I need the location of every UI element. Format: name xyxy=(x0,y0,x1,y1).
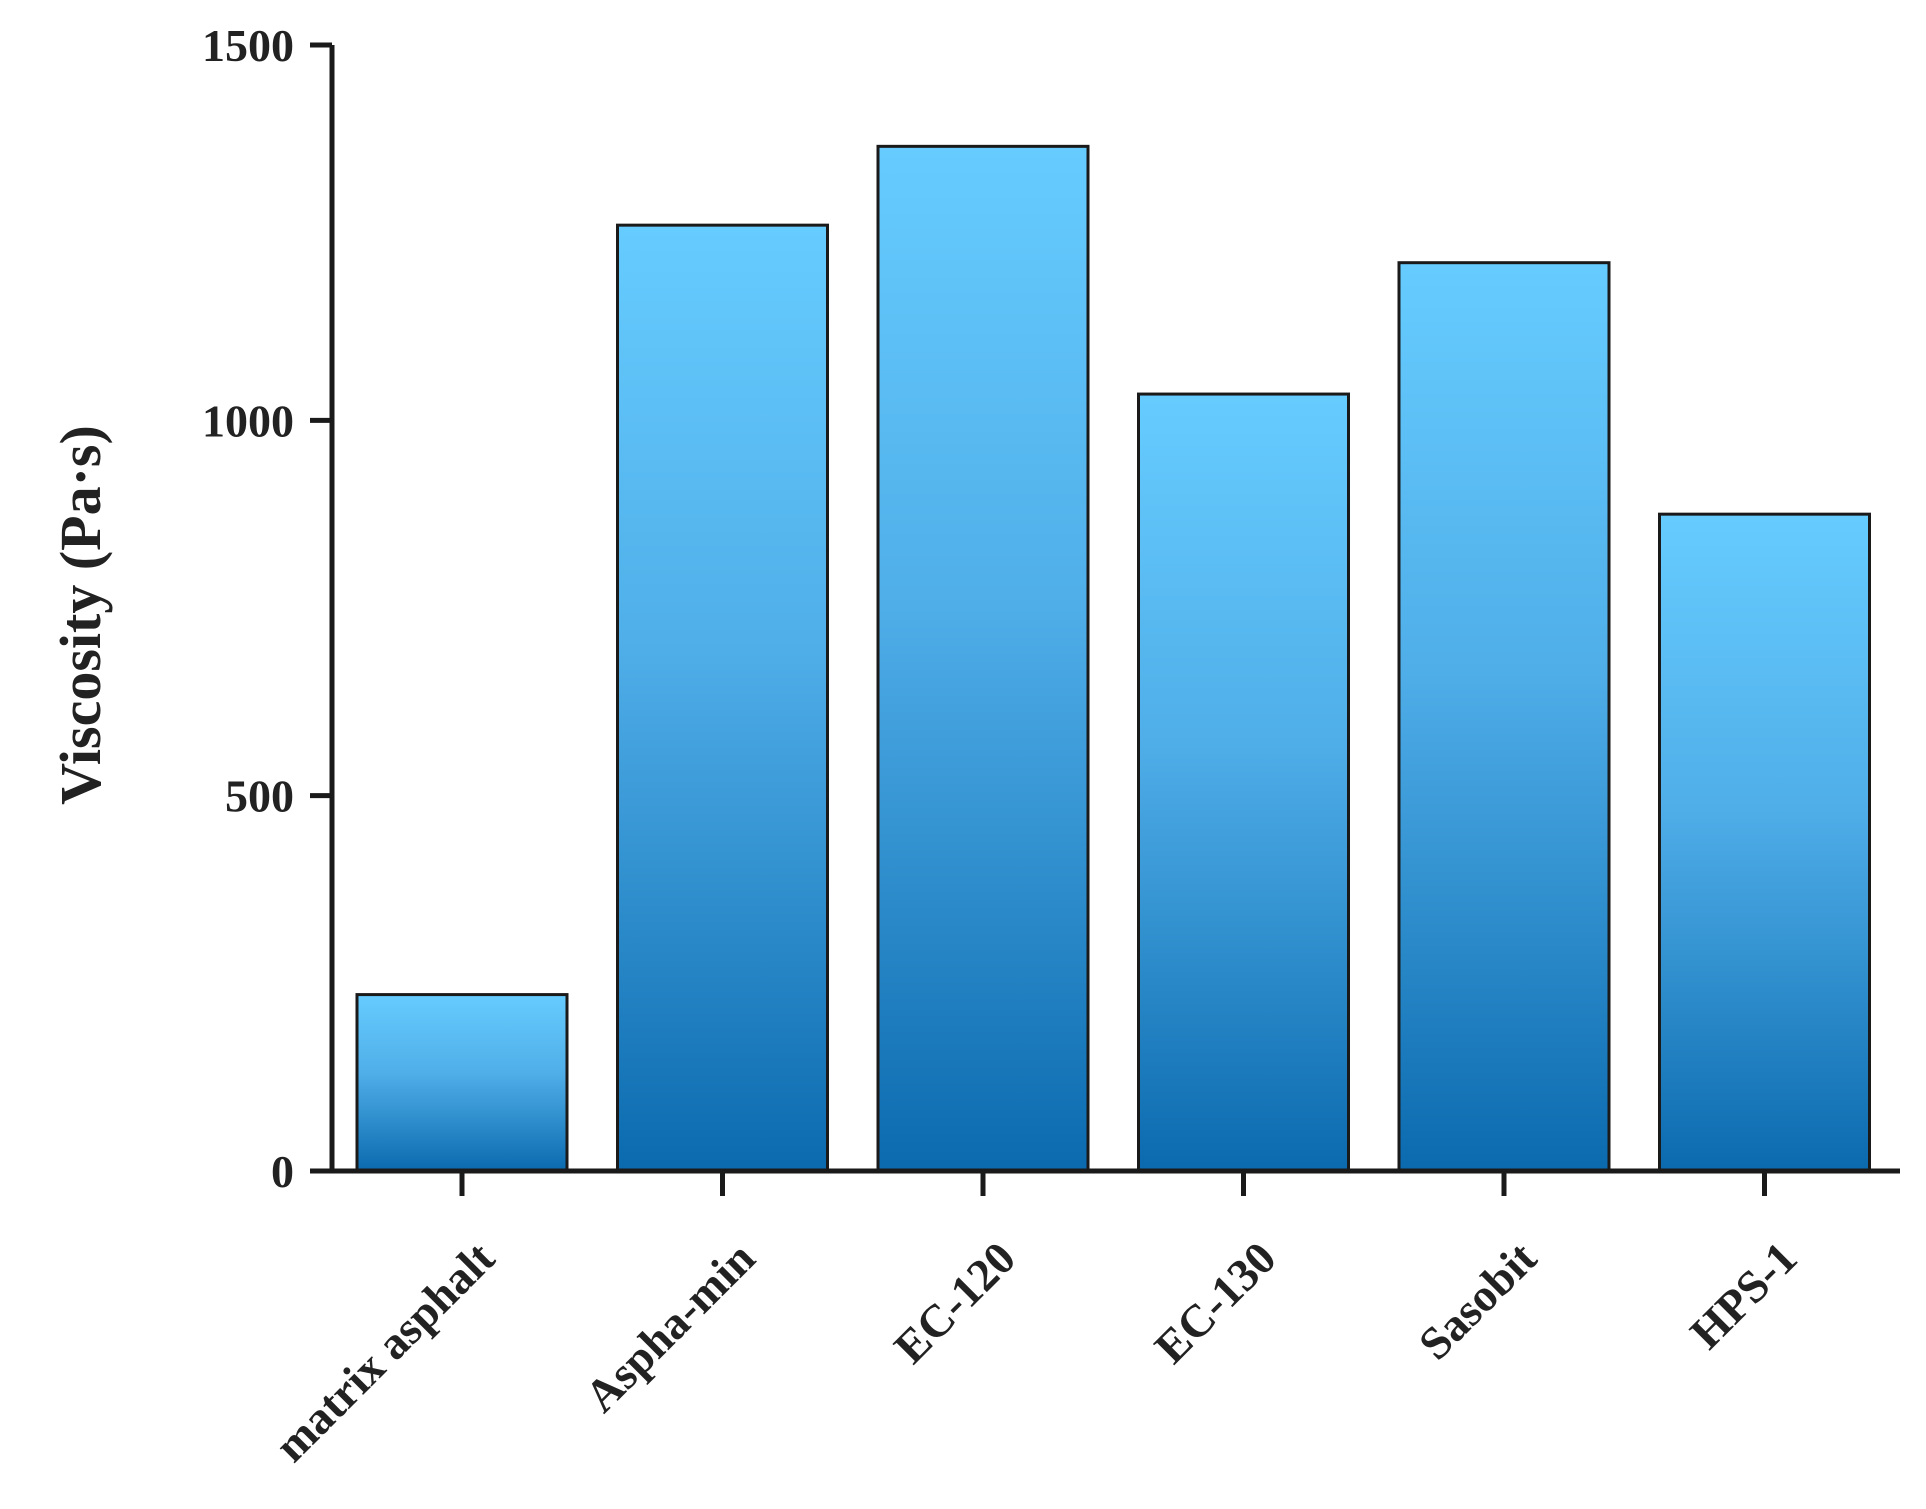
bar-hps-1 xyxy=(1658,512,1871,1173)
x-tick-label: Aspha-min xyxy=(575,1232,765,1422)
y-axis-title: Viscosity (Pa·s) xyxy=(48,425,113,805)
x-tick-label: EC-130 xyxy=(1145,1232,1286,1373)
bar-ec-120 xyxy=(876,144,1090,1173)
y-axis: 0 500 1000 1500 xyxy=(202,20,335,1197)
bar-matrix-asphalt xyxy=(355,993,569,1173)
x-tick-label: EC-120 xyxy=(884,1232,1025,1373)
x-tick-label: HPS-1 xyxy=(1680,1232,1806,1358)
y-tick-label: 1000 xyxy=(202,395,294,446)
y-tick-label: 500 xyxy=(225,771,294,822)
bar-sasobit xyxy=(1397,261,1611,1173)
x-tick-label: matrix asphalt xyxy=(265,1232,505,1472)
x-axis: matrix asphalt Aspha-min EC-120 EC-130 Sasob… xyxy=(265,1168,1900,1472)
bar-ec-130 xyxy=(1137,392,1350,1173)
y-tick-label: 0 xyxy=(271,1146,294,1197)
x-tick-label: Sasobit xyxy=(1409,1232,1547,1370)
bar-aspha-min xyxy=(616,223,829,1173)
y-tick-label: 1500 xyxy=(202,20,294,71)
bars-group xyxy=(355,144,1871,1173)
